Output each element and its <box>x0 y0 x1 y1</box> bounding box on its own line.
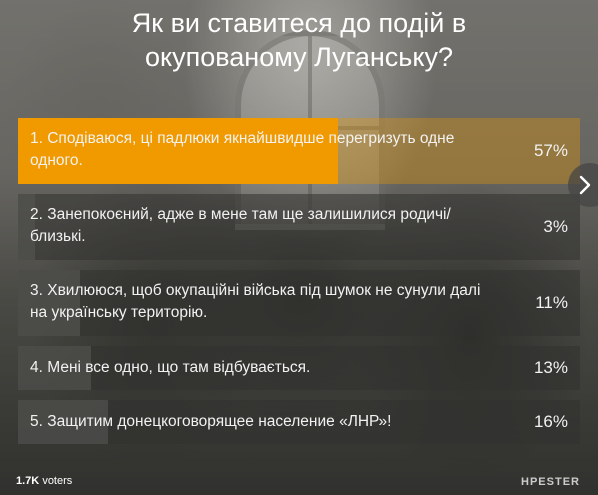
option-fill-bar <box>18 194 35 260</box>
option-label: 4. Мені все одно, що там відбувається. <box>30 359 311 376</box>
poll-option-4[interactable]: 4. Мені все одно, що там відбувається. 1… <box>18 346 580 390</box>
option-fill-bar <box>18 270 80 336</box>
brand-logo[interactable]: HPESTER <box>521 476 580 488</box>
option-percent: 3% <box>543 217 568 236</box>
poll-footer: 1.7K voters HPESTER <box>0 469 598 495</box>
option-fill-bar <box>18 400 108 444</box>
poll-option-1[interactable]: 1. Сподіваюся, ці падлюки якнайшвидше пе… <box>18 118 580 184</box>
voters-number: 1.7K <box>16 475 40 487</box>
option-label: 3. Хвилююся, щоб окупаційні війська під … <box>30 282 481 321</box>
option-fill-bar <box>18 346 92 390</box>
option-percent: 16% <box>533 412 568 431</box>
option-percent: 13% <box>533 358 568 377</box>
voters-count: 1.7K voters <box>16 475 72 487</box>
next-button[interactable] <box>568 163 598 207</box>
chevron-right-icon <box>579 175 591 195</box>
option-label: 2. Занепокоєний, адже в мене там ще зали… <box>30 206 451 245</box>
poll-option-2[interactable]: 2. Занепокоєний, адже в мене там ще зали… <box>18 194 580 260</box>
option-label: 1. Сподіваюся, ці падлюки якнайшвидше пе… <box>30 130 455 169</box>
option-fill-bar <box>18 118 339 184</box>
poll-options: 1. Сподіваюся, ці падлюки якнайшвидше пе… <box>18 118 580 454</box>
option-percent: 57% <box>533 141 568 160</box>
poll-title: Як ви ставитеся до подій в окупованому Л… <box>131 8 467 72</box>
option-percent: 11% <box>535 293 568 312</box>
poll-option-5[interactable]: 5. Защитим донецкоговорящее население «Л… <box>18 400 580 444</box>
voters-label: voters <box>42 475 73 487</box>
poll-option-3[interactable]: 3. Хвилююся, щоб окупаційні війська під … <box>18 270 580 336</box>
option-label: 5. Защитим донецкоговорящее население «Л… <box>30 413 392 430</box>
